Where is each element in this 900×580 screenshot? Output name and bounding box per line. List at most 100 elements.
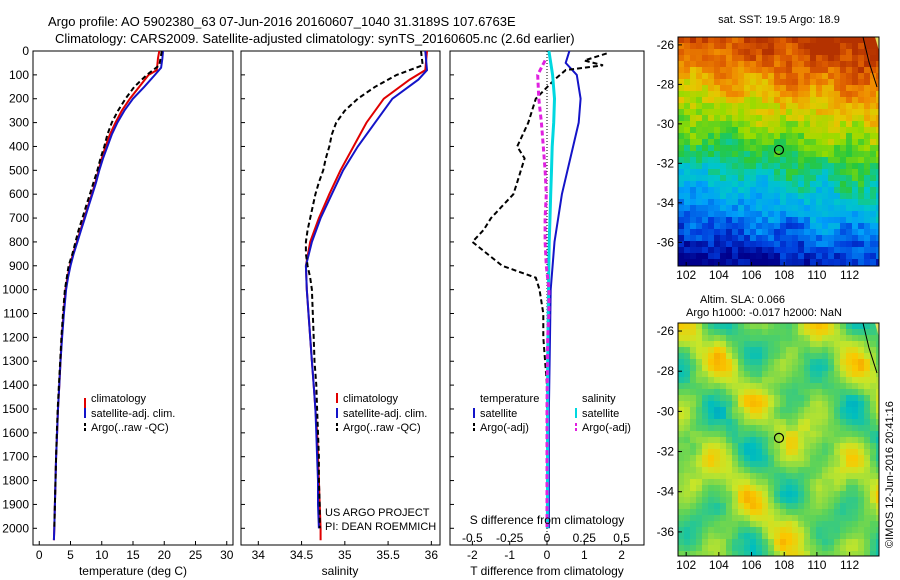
map-cell	[720, 341, 727, 348]
map-cell	[750, 473, 757, 480]
map-cell	[780, 217, 787, 224]
map-cell	[774, 341, 781, 348]
map-cell	[846, 85, 853, 92]
pi-annotation: PI: DEAN ROEMMICH	[325, 521, 436, 533]
map-cell	[858, 37, 865, 44]
map-cell	[744, 347, 751, 354]
map-cell	[756, 55, 763, 62]
map-cell	[684, 43, 691, 50]
map-cell	[756, 61, 763, 68]
map-cell	[768, 229, 775, 236]
map-cell	[798, 323, 805, 330]
map-cell	[702, 61, 709, 68]
map-cell	[786, 253, 793, 260]
map-cell	[840, 181, 847, 188]
map-cell	[726, 491, 733, 498]
map-cell	[786, 109, 793, 116]
title-line2: Climatology: CARS2009. Satellite-adjuste…	[55, 31, 575, 46]
map-cell	[702, 187, 709, 194]
xtick-label: 34	[252, 548, 266, 562]
map-cell	[690, 193, 697, 200]
map-cell	[858, 91, 865, 98]
map-cell	[864, 479, 871, 486]
ytick-label: 1800	[2, 474, 29, 488]
map-cell	[786, 503, 793, 510]
map-cell	[786, 61, 793, 68]
map-cell	[756, 329, 763, 336]
map-cell	[714, 199, 721, 206]
map-cell	[870, 413, 877, 420]
map-cell	[798, 407, 805, 414]
map-cell	[792, 407, 799, 414]
map-cell	[852, 509, 859, 516]
map-cell	[816, 347, 823, 354]
map-cell	[822, 473, 829, 480]
map-cell	[876, 79, 879, 86]
map-cell	[798, 443, 805, 450]
map-cell	[810, 55, 817, 62]
map-cell	[738, 163, 745, 170]
map-cell	[690, 467, 697, 474]
map-cell	[828, 389, 835, 396]
map-cell	[864, 473, 871, 480]
map-cell	[864, 347, 871, 354]
map-cell	[732, 157, 739, 164]
map-cell	[774, 377, 781, 384]
map-cell	[852, 323, 859, 330]
map-cell	[870, 539, 877, 546]
map-cell	[726, 473, 733, 480]
map-cell	[774, 91, 781, 98]
map-cell	[738, 437, 745, 444]
map-cell	[708, 473, 715, 480]
map-cell	[690, 335, 697, 342]
map-cell	[732, 259, 739, 266]
xtick-label: 35	[338, 548, 352, 562]
map-cell	[762, 407, 769, 414]
map-cell	[774, 467, 781, 474]
s-tick-label: 0.5	[613, 531, 630, 545]
map-cell	[708, 151, 715, 158]
map-cell	[696, 67, 703, 74]
map-cell	[828, 437, 835, 444]
map-cell	[792, 365, 799, 372]
map-cell	[870, 425, 877, 432]
map-cell	[804, 497, 811, 504]
map-cell	[804, 253, 811, 260]
map-cell	[810, 79, 817, 86]
map-cell	[804, 485, 811, 492]
map-cell	[732, 419, 739, 426]
xtick-label: 0	[544, 548, 551, 562]
map-cell	[762, 229, 769, 236]
map-cell	[702, 169, 709, 176]
lat-tick-label: -30	[657, 404, 675, 418]
map-cell	[750, 253, 757, 260]
map-cell	[762, 347, 769, 354]
map-cell	[852, 335, 859, 342]
map-cell	[750, 91, 757, 98]
map-cell	[816, 145, 823, 152]
map-cell	[852, 145, 859, 152]
map-cell	[804, 509, 811, 516]
map-cell	[840, 217, 847, 224]
map-cell	[744, 145, 751, 152]
map-cell	[774, 329, 781, 336]
map-cell	[852, 97, 859, 104]
map-cell	[744, 73, 751, 80]
map-cell	[720, 187, 727, 194]
map-cell	[738, 205, 745, 212]
map-cell	[762, 479, 769, 486]
map-cell	[744, 389, 751, 396]
map-cell	[840, 193, 847, 200]
map-cell	[762, 235, 769, 242]
map-cell	[858, 455, 865, 462]
map-cell	[714, 353, 721, 360]
map-cell	[828, 163, 835, 170]
legend-argo: Argo(..raw -QC)	[343, 422, 421, 434]
map-cell	[810, 461, 817, 468]
legend-t-argo: Argo(-adj)	[480, 422, 529, 434]
map-cell	[858, 67, 865, 74]
map-cell	[732, 443, 739, 450]
map-cell	[738, 479, 745, 486]
map-cell	[858, 401, 865, 408]
map-cell	[690, 55, 697, 62]
